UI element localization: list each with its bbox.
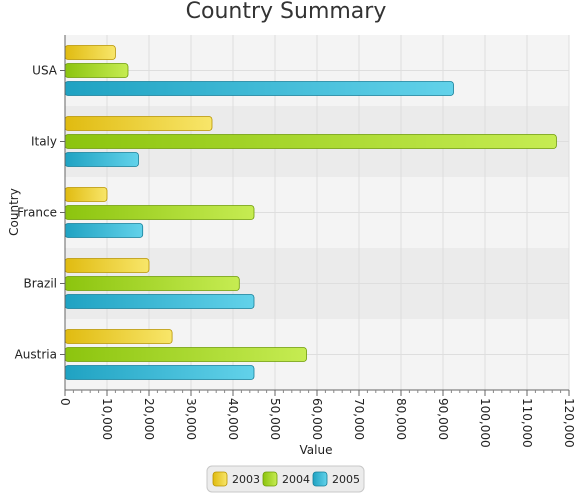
bar-italy-2003	[64, 116, 213, 131]
legend-swatch-2003	[212, 471, 228, 487]
bar-austria-2003	[64, 329, 173, 344]
legend-swatch-2004	[262, 471, 278, 487]
bar-brazil-2004	[64, 276, 240, 291]
y-axis-label: Country	[7, 188, 21, 236]
x-tick-label: 10,000	[100, 398, 114, 440]
bar-usa-2003	[64, 45, 116, 60]
bar-austria-2005	[64, 365, 255, 380]
bar-france-2004	[64, 205, 255, 220]
bar-brazil-2003	[64, 258, 150, 273]
x-tick-label: 20,000	[142, 398, 156, 440]
legend-label: 2004	[282, 473, 310, 486]
x-tick-label: 30,000	[184, 398, 198, 440]
x-axis-label: Value	[300, 443, 333, 457]
x-tick-label: 0	[58, 398, 72, 406]
x-tick-label: 80,000	[394, 398, 408, 440]
bar-brazil-2005	[64, 294, 255, 309]
axes	[60, 35, 570, 396]
bar-france-2003	[64, 187, 108, 202]
legend: 2003 2004 2005	[206, 465, 365, 493]
bar-usa-2004	[64, 63, 129, 78]
legend-label: 2003	[232, 473, 260, 486]
x-tick-label: 70,000	[352, 398, 366, 440]
x-tick-label: 40,000	[226, 398, 240, 440]
bar-italy-2004	[64, 134, 557, 149]
bar-usa-2005	[64, 81, 454, 96]
bar-austria-2004	[64, 347, 307, 362]
x-tick-label: 100,000	[478, 398, 492, 448]
x-tick-label: 50,000	[268, 398, 282, 440]
bar-france-2005	[64, 223, 144, 238]
x-tick-label: 120,000	[562, 398, 576, 448]
legend-label: 2005	[332, 473, 360, 486]
bars	[64, 45, 557, 380]
category-labels: Austria Brazil France Italy USA	[15, 64, 58, 362]
x-tick-label: 90,000	[436, 398, 450, 440]
x-tick-label: 110,000	[520, 398, 534, 448]
chart-title: Country Summary	[186, 0, 387, 24]
x-tick-labels: 0 10,000 20,000 30,000 40,000 50,000 60,000 70,…	[58, 398, 576, 448]
category-label: USA	[32, 64, 58, 78]
bar-italy-2005	[64, 152, 139, 167]
category-label: France	[17, 206, 57, 220]
category-label: Austria	[15, 348, 57, 362]
x-tick-label: 60,000	[310, 398, 324, 440]
category-label: Italy	[31, 135, 57, 149]
category-label: Brazil	[24, 277, 58, 291]
legend-swatch-2005	[312, 471, 328, 487]
